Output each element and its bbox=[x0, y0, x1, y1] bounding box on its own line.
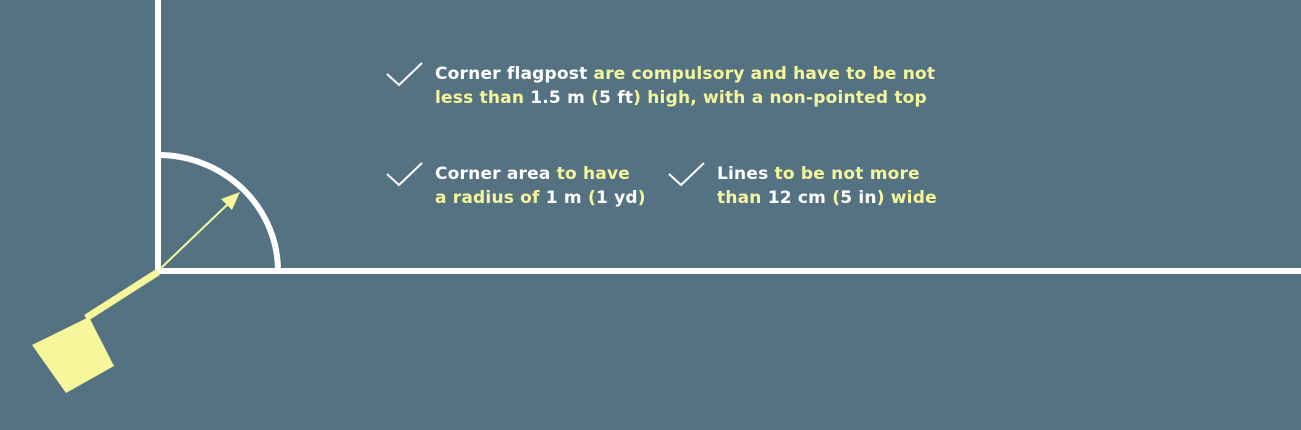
radius-arrow bbox=[159, 192, 240, 270]
note-subject: Lines bbox=[717, 164, 769, 184]
note-subject: Corner area bbox=[435, 164, 551, 184]
note-text: ( bbox=[584, 88, 600, 108]
note-text: to have bbox=[550, 164, 630, 184]
note-text: ) wide bbox=[876, 188, 937, 208]
corner-flag-icon bbox=[32, 269, 160, 393]
note-text: ) high, with a non-pointed top bbox=[633, 88, 927, 108]
check-icon bbox=[386, 162, 423, 187]
note-lines: Lines to be not more than 12 cm (5 in) w… bbox=[667, 162, 937, 210]
note-corner-area-text: Corner area to have a radius of 1 m (1 y… bbox=[435, 162, 646, 210]
check-icon bbox=[668, 162, 705, 187]
check-icon bbox=[386, 62, 423, 87]
note-text: a radius of bbox=[435, 188, 546, 208]
note-flagpost: Corner flagpost are compulsory and have … bbox=[385, 62, 935, 110]
note-lines-text: Lines to be not more than 12 cm (5 in) w… bbox=[717, 162, 937, 210]
note-corner-area: Corner area to have a radius of 1 m (1 y… bbox=[385, 162, 646, 210]
note-value: 5 ft bbox=[599, 88, 634, 108]
note-value: 1 m bbox=[545, 188, 582, 208]
note-text: than bbox=[717, 188, 768, 208]
corner-arc bbox=[157, 152, 281, 272]
note-value: 1.5 m bbox=[530, 88, 585, 108]
note-value: 1 yd bbox=[595, 188, 638, 208]
note-text: ( bbox=[581, 188, 596, 208]
note-flagpost-text: Corner flagpost are compulsory and have … bbox=[435, 62, 935, 110]
note-value: 12 cm bbox=[767, 188, 827, 208]
note-text: are compulsory and have to be not bbox=[587, 64, 936, 84]
note-subject: Corner flagpost bbox=[435, 64, 588, 84]
note-text: less than bbox=[435, 88, 531, 108]
note-text: ) bbox=[637, 188, 646, 208]
note-text: to be not more bbox=[768, 164, 920, 184]
note-value: 5 in bbox=[840, 188, 877, 208]
note-text: ( bbox=[826, 188, 841, 208]
